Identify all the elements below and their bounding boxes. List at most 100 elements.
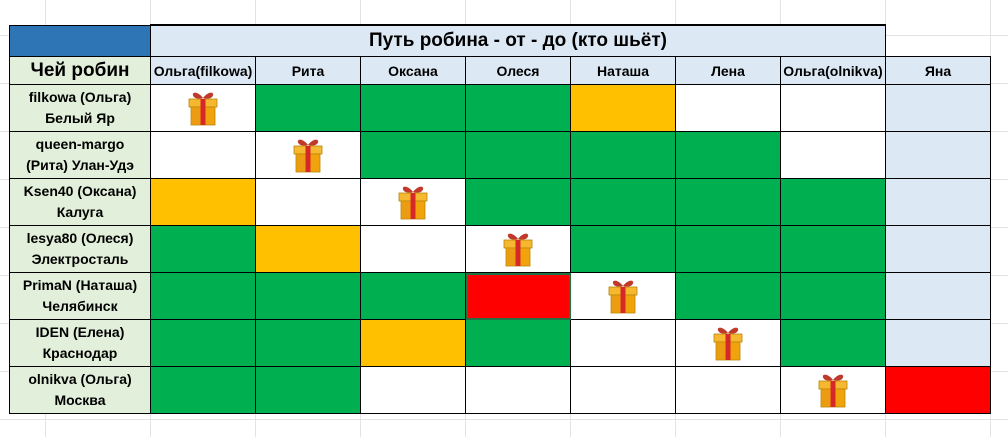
table-row: lesya80 (Олеся) Электросталь: [9, 225, 991, 273]
status-cell-green[interactable]: [570, 178, 676, 226]
row-header[interactable]: PrimaN (Наташа) Челябинск: [9, 272, 151, 320]
status-cell-blue[interactable]: [885, 131, 991, 179]
status-cell-white[interactable]: [675, 366, 781, 414]
status-cell-yellow[interactable]: [570, 84, 676, 132]
status-cell-blue[interactable]: [885, 225, 991, 273]
gift-icon: [711, 324, 745, 362]
column-header[interactable]: Олеся: [465, 56, 571, 85]
row-header-city: Челябинск: [42, 298, 118, 314]
table-title[interactable]: Путь робина - от - до (кто шьёт): [150, 24, 886, 57]
status-cell-white[interactable]: [360, 225, 466, 273]
status-cell-green[interactable]: [780, 178, 886, 226]
status-cell-white[interactable]: [675, 84, 781, 132]
column-header-row: Чей робин Ольга(filkowa) Рита Оксана Олеся Н…: [9, 56, 991, 85]
status-cell-blue[interactable]: [885, 319, 991, 367]
status-cell-green[interactable]: [570, 131, 676, 179]
gift-icon: [291, 136, 325, 174]
table-row: filkowa (Ольга) Белый Яр: [9, 84, 991, 132]
column-header[interactable]: Лена: [675, 56, 781, 85]
status-cell-green[interactable]: [465, 178, 571, 226]
status-cell-green[interactable]: [255, 84, 361, 132]
gift-cell[interactable]: [465, 225, 571, 273]
gift-cell[interactable]: [360, 178, 466, 226]
status-cell-green[interactable]: [255, 272, 361, 320]
empty-cell[interactable]: [886, 25, 991, 57]
status-cell-green[interactable]: [150, 319, 256, 367]
status-cell-green[interactable]: [675, 178, 781, 226]
row-header[interactable]: Ksen40 (Оксана) Калуга: [9, 178, 151, 226]
row-header-user: queen-margo: [35, 136, 125, 152]
status-cell-white[interactable]: [570, 366, 676, 414]
status-cell-white[interactable]: [465, 366, 571, 414]
row-header-city: Электросталь: [31, 251, 129, 267]
row-header[interactable]: olnikva (Ольга) Москва: [9, 366, 151, 414]
column-header[interactable]: Ольга(filkowa): [150, 56, 256, 85]
row-header[interactable]: filkowa (Ольга) Белый Яр: [9, 84, 151, 132]
row-header-user: filkowa (Ольга): [28, 89, 132, 105]
row-header-user: olnikva (Ольга): [28, 371, 132, 387]
gift-cell[interactable]: [675, 319, 781, 367]
gift-icon: [606, 277, 640, 315]
gift-icon: [501, 230, 535, 268]
status-cell-blue[interactable]: [885, 272, 991, 320]
row-header-city: Москва: [54, 392, 106, 408]
corner-cell[interactable]: [9, 24, 151, 57]
row-header-label[interactable]: Чей робин: [9, 56, 151, 85]
status-cell-blue[interactable]: [885, 84, 991, 132]
status-cell-green[interactable]: [150, 366, 256, 414]
column-header[interactable]: Оксана: [360, 56, 466, 85]
status-cell-yellow[interactable]: [150, 178, 256, 226]
gift-icon: [186, 89, 220, 127]
status-cell-white[interactable]: [780, 84, 886, 132]
status-cell-white[interactable]: [360, 366, 466, 414]
row-header[interactable]: lesya80 (Олеся) Электросталь: [9, 225, 151, 273]
row-header-user: Ksen40 (Оксана): [23, 183, 137, 199]
row-header-city: (Рита) Улан-Удэ: [26, 157, 134, 173]
status-cell-red[interactable]: [465, 272, 571, 320]
column-header[interactable]: Наташа: [570, 56, 676, 85]
row-header-city: Краснодар: [42, 345, 118, 361]
row-header[interactable]: IDEN (Елена) Краснодар: [9, 319, 151, 367]
status-cell-green[interactable]: [780, 225, 886, 273]
status-cell-green[interactable]: [360, 84, 466, 132]
gift-cell[interactable]: [780, 366, 886, 414]
column-header[interactable]: Рита: [255, 56, 361, 85]
row-header[interactable]: queen-margo (Рита) Улан-Удэ: [9, 131, 151, 179]
row-header-city: Белый Яр: [45, 110, 115, 126]
status-cell-green[interactable]: [465, 131, 571, 179]
gift-cell[interactable]: [255, 131, 361, 179]
status-cell-white[interactable]: [255, 178, 361, 226]
status-cell-green[interactable]: [675, 131, 781, 179]
status-cell-green[interactable]: [150, 272, 256, 320]
status-cell-green[interactable]: [150, 225, 256, 273]
status-cell-white[interactable]: [150, 131, 256, 179]
status-cell-green[interactable]: [255, 366, 361, 414]
status-cell-blue[interactable]: [885, 178, 991, 226]
row-header-user: lesya80 (Олеся): [26, 230, 134, 246]
status-cell-green[interactable]: [360, 131, 466, 179]
gift-icon: [396, 183, 430, 221]
status-cell-green[interactable]: [360, 272, 466, 320]
status-cell-white[interactable]: [780, 131, 886, 179]
row-header-user: PrimaN (Наташа): [22, 277, 138, 293]
column-header[interactable]: Ольга(olnikva): [780, 56, 886, 85]
status-cell-white[interactable]: [570, 319, 676, 367]
table-row: PrimaN (Наташа) Челябинск: [9, 272, 991, 320]
table-row: queen-margo (Рита) Улан-Удэ: [9, 131, 991, 179]
status-cell-green[interactable]: [675, 225, 781, 273]
table-row: olnikva (Ольга) Москва: [9, 366, 991, 414]
status-cell-green[interactable]: [570, 225, 676, 273]
status-cell-green[interactable]: [780, 272, 886, 320]
status-cell-green[interactable]: [675, 272, 781, 320]
status-cell-green[interactable]: [465, 319, 571, 367]
status-cell-green[interactable]: [255, 319, 361, 367]
status-cell-yellow[interactable]: [360, 319, 466, 367]
gift-cell[interactable]: [570, 272, 676, 320]
status-cell-green[interactable]: [780, 319, 886, 367]
column-header[interactable]: Яна: [885, 56, 991, 85]
gift-cell[interactable]: [150, 84, 256, 132]
status-cell-green[interactable]: [465, 84, 571, 132]
row-header-user: IDEN (Елена): [35, 324, 125, 340]
status-cell-red[interactable]: [885, 366, 991, 414]
status-cell-yellow[interactable]: [255, 225, 361, 273]
